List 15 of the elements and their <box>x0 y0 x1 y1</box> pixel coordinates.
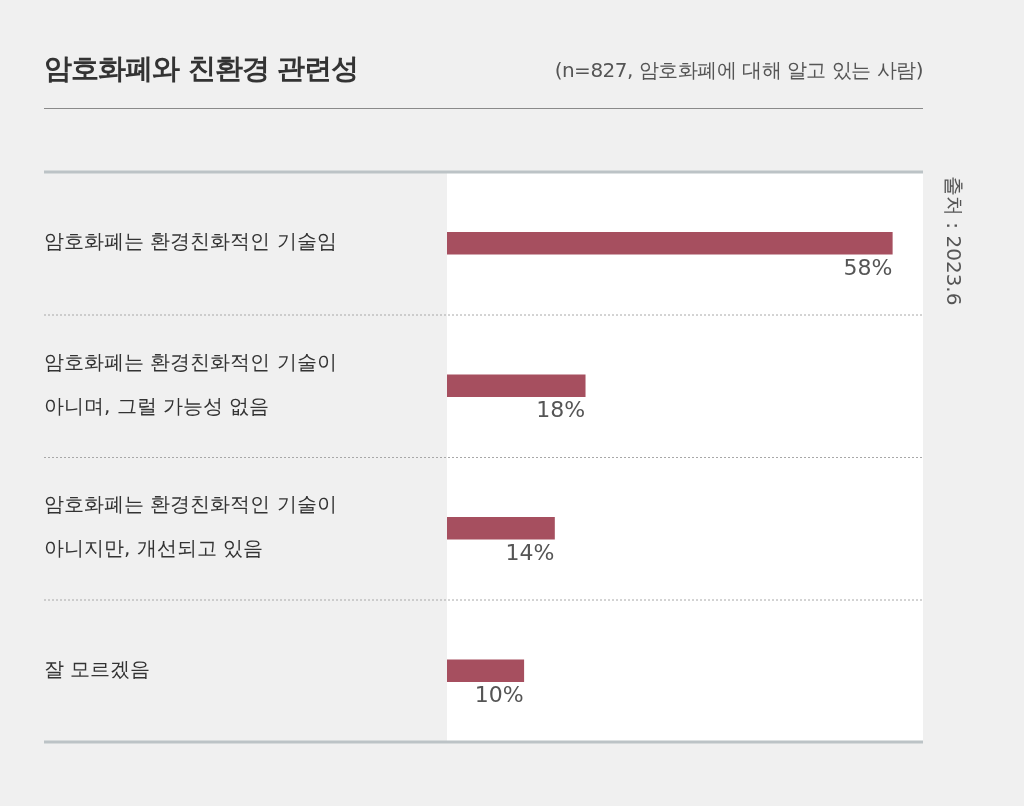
chart-subtitle: (n=827, 암호화폐에 대해 알고 있는 사람) <box>554 57 923 84</box>
y-tick-label: 암호화폐는 환경친화적인 기술이 아니지만, 개선되고 있음 <box>44 492 337 561</box>
bar <box>447 659 525 683</box>
text: 암호화폐와 친환경 관련성 <box>44 51 359 87</box>
y-tick-label: 암호화폐는 환경친화적인 기술임 <box>44 229 337 254</box>
bar <box>447 231 893 255</box>
data-label: 18% <box>536 397 586 423</box>
y-tick-label: 암호화폐는 환경친화적인 기술이 아니며, 그럴 가능성 없음 <box>44 349 337 418</box>
source-note: 출처 : 2023.6 <box>942 176 966 306</box>
data-label: 14% <box>505 539 555 565</box>
bar <box>447 516 555 540</box>
bar <box>447 374 586 398</box>
data-label: 10% <box>474 682 524 708</box>
data-label: 58% <box>843 254 893 280</box>
y-tick-label: 잘 모르겠음 <box>44 656 151 681</box>
